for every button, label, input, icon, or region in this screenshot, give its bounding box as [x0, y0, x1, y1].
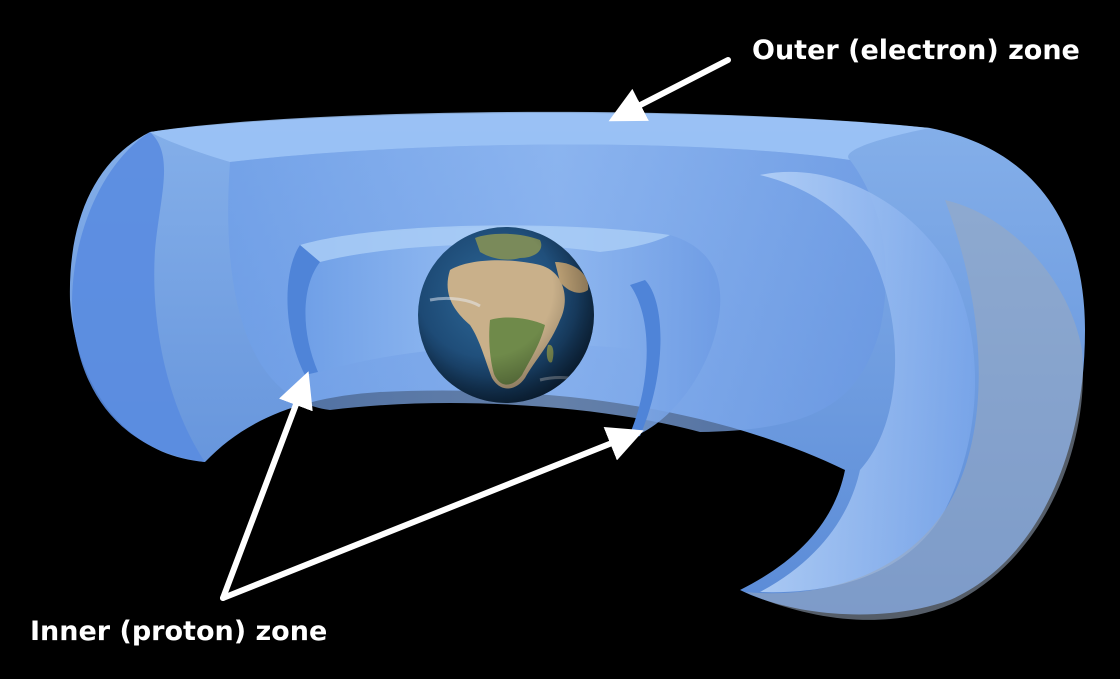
outer-belt-right-shell: [745, 200, 1083, 620]
outer-zone-arrow: [608, 57, 731, 122]
inner-zone-arrow-left: [220, 371, 313, 601]
inner-belt-left-face: [287, 245, 320, 375]
annotation-arrows: [220, 57, 731, 601]
outer-belt-right-face: [760, 171, 975, 593]
outer-belt-left-face: [72, 132, 205, 462]
earth-globe: [418, 227, 594, 403]
outer-zone-label: Outer (electron) zone: [752, 35, 1080, 66]
inner-zone-arrow-right: [220, 426, 644, 601]
inner-belt-right-face: [628, 280, 661, 438]
outer-belt-top-rim: [150, 111, 930, 162]
inner-zone-label: Inner (proton) zone: [30, 616, 327, 647]
